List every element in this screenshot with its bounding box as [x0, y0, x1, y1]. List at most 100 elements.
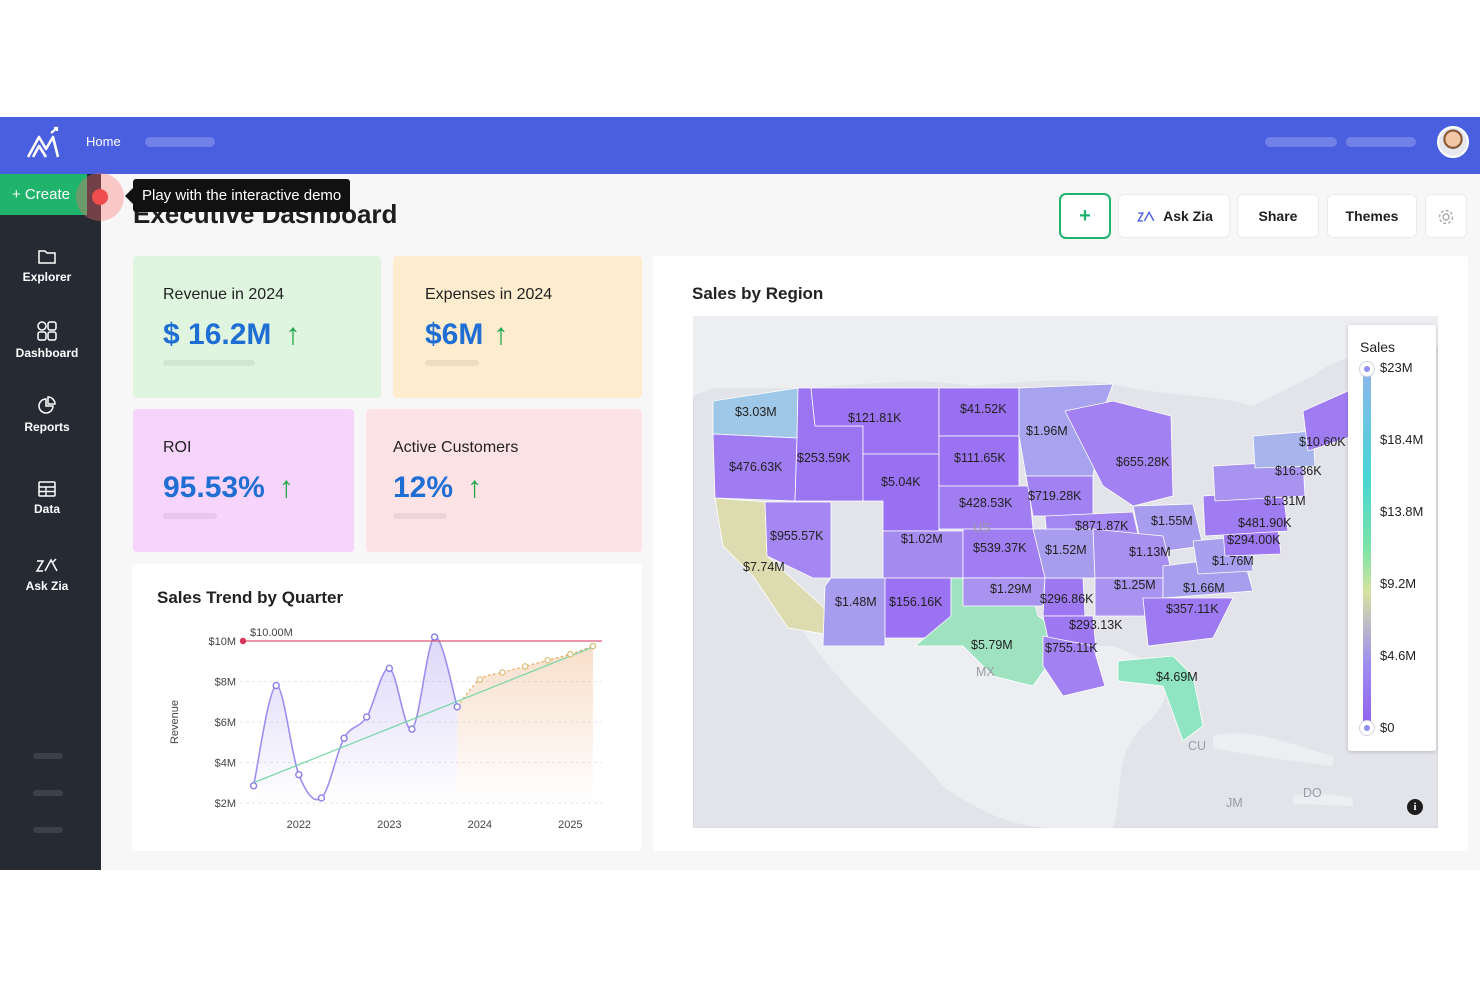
- legend-min-handle[interactable]: [1360, 721, 1374, 735]
- kpi-card-roi[interactable]: ROI 95.53% ↑: [133, 409, 354, 552]
- ask-zia-button[interactable]: Ask Zia: [1119, 195, 1229, 237]
- sidebar-placeholder-2: [33, 790, 63, 796]
- map-region[interactable]: [1064, 400, 1174, 507]
- data-point[interactable]: [430, 633, 439, 641]
- forecast-point[interactable]: [499, 669, 506, 676]
- map-region[interactable]: [1142, 597, 1234, 647]
- data-point[interactable]: [340, 734, 348, 742]
- app-logo-icon[interactable]: [24, 125, 62, 163]
- forecast-point[interactable]: [521, 663, 529, 670]
- legend-tick: $23M: [1380, 360, 1413, 375]
- data-point[interactable]: [249, 782, 258, 790]
- demo-hotspot[interactable]: [76, 173, 124, 221]
- map-region-label: $5.79M: [971, 638, 1013, 652]
- data-point[interactable]: [408, 725, 416, 733]
- map-region-label: $293.13K: [1069, 618, 1123, 632]
- kpi-value: $6M ↑: [425, 318, 509, 351]
- forecast-point[interactable]: [589, 642, 597, 650]
- sidebar-item-label: Reports: [24, 420, 70, 434]
- map-region-label: $1.02M: [901, 532, 943, 546]
- settings-button[interactable]: [1426, 195, 1466, 237]
- map-region-label: $1.25M: [1114, 578, 1156, 592]
- y-tick-label: $10M: [208, 636, 236, 648]
- map-region-label: $253.59K: [797, 451, 851, 465]
- data-point[interactable]: [362, 713, 371, 721]
- forecast-area: [457, 646, 593, 803]
- map-region-label: $1.48M: [835, 595, 877, 609]
- map-legend: Sales $23M $18.4M $13.8M $9.2M $4.6M $0: [1348, 325, 1436, 751]
- header-placeholder-1: [1265, 137, 1337, 147]
- dashboard-grid-icon: [37, 321, 57, 341]
- sidebar-item-label: Ask Zia: [25, 579, 69, 593]
- canada-landmass: [693, 316, 1438, 406]
- map-region[interactable]: [1042, 635, 1106, 697]
- y-axis-title: Revenue: [169, 700, 181, 744]
- kpi-card-expenses[interactable]: Expenses in 2024 $6M ↑: [393, 256, 642, 398]
- kpi-card-active-customers[interactable]: Active Customers 12% ↑: [366, 409, 642, 552]
- map-region-label: $3.03M: [735, 405, 777, 419]
- info-icon[interactable]: i: [1407, 799, 1423, 815]
- sidebar-item-ask-zia[interactable]: Ask Zia: [0, 557, 94, 593]
- data-point[interactable]: [295, 770, 303, 779]
- sidebar-item-label: Dashboard: [15, 346, 79, 360]
- map-region[interactable]: [1252, 430, 1316, 469]
- actual-series-line[interactable]: [252, 636, 458, 801]
- map-region-label: $755.11K: [1045, 641, 1098, 655]
- country-label: US: [973, 521, 990, 535]
- sidebar-item-reports[interactable]: Reports: [0, 396, 94, 434]
- map-region-label: $1.29M: [990, 582, 1032, 596]
- map-region-label: $1.76M: [1212, 554, 1254, 568]
- kpi-placeholder: [425, 360, 479, 366]
- map-region-label: $1.13M: [1129, 545, 1171, 559]
- sales-region-title: Sales by Region: [692, 284, 824, 303]
- map-region-label: $428.53K: [959, 496, 1013, 510]
- map-region-label: $5.04K: [881, 475, 921, 489]
- kpi-card-revenue[interactable]: Revenue in 2024 $ 16.2M ↑: [133, 256, 381, 398]
- sidebar-placeholder-3: [33, 827, 63, 833]
- map-region[interactable]: [822, 577, 886, 647]
- sales-trend-chart[interactable]: $2M $4M $6M $8M $10M 2022 2023 2024 2025 Revenue $…: [132, 564, 642, 851]
- country-label: DO: [1303, 786, 1322, 800]
- data-point[interactable]: [272, 681, 280, 690]
- legend-tick: $9.2M: [1380, 576, 1417, 591]
- map-region-label: $16.36K: [1275, 464, 1322, 478]
- map-region-label: $476.63K: [729, 460, 783, 474]
- sidebar-item-explorer[interactable]: Explorer: [0, 248, 94, 284]
- legend-max-handle[interactable]: [1360, 362, 1374, 376]
- map-region-label: $41.52K: [960, 402, 1007, 416]
- table-icon: [38, 481, 56, 497]
- add-widget-button[interactable]: +: [1061, 195, 1109, 237]
- x-tick-label: 2022: [287, 819, 311, 831]
- create-button[interactable]: + Create: [0, 174, 87, 215]
- demo-tooltip: Play with the interactive demo: [124, 179, 351, 212]
- map-region[interactable]: [764, 501, 832, 579]
- share-button[interactable]: Share: [1238, 195, 1318, 237]
- data-point[interactable]: [385, 664, 394, 673]
- forecast-point[interactable]: [476, 676, 484, 683]
- sidebar-item-dashboard[interactable]: Dashboard: [0, 320, 94, 360]
- kpi-value: 12% ↑: [393, 471, 483, 504]
- data-point[interactable]: [453, 703, 461, 711]
- sidebar-item-data[interactable]: Data: [0, 480, 94, 516]
- sidebar-item-label: Data: [33, 502, 60, 516]
- map-region-label: $481.90K: [1238, 516, 1292, 530]
- themes-button[interactable]: Themes: [1328, 195, 1416, 237]
- data-point[interactable]: [317, 794, 326, 802]
- forecast-point[interactable]: [544, 656, 551, 664]
- map-region[interactable]: [1117, 655, 1204, 742]
- x-tick-label: 2023: [377, 819, 401, 831]
- gear-icon: [1438, 210, 1454, 225]
- breadcrumb-placeholder: [145, 137, 215, 147]
- map-region-label: $296.86K: [1040, 592, 1094, 606]
- legend-tick: $13.8M: [1380, 504, 1424, 519]
- user-avatar[interactable]: [1437, 126, 1469, 158]
- header-placeholder-2: [1346, 137, 1416, 147]
- kpi-label: Expenses in 2024: [425, 286, 553, 303]
- map-labels: $3.03M $476.63K $7.74M $253.59K $121.81K $955…: [729, 402, 1346, 684]
- legend-gradient: [1363, 368, 1371, 728]
- home-link[interactable]: Home: [86, 134, 121, 149]
- map-region-label: $655.28K: [1116, 455, 1170, 469]
- sales-region-map[interactable]: $3.03M $476.63K $7.74M $253.59K $121.81K $955…: [693, 316, 1438, 828]
- forecast-point[interactable]: [567, 650, 574, 658]
- map-region[interactable]: [962, 577, 1046, 607]
